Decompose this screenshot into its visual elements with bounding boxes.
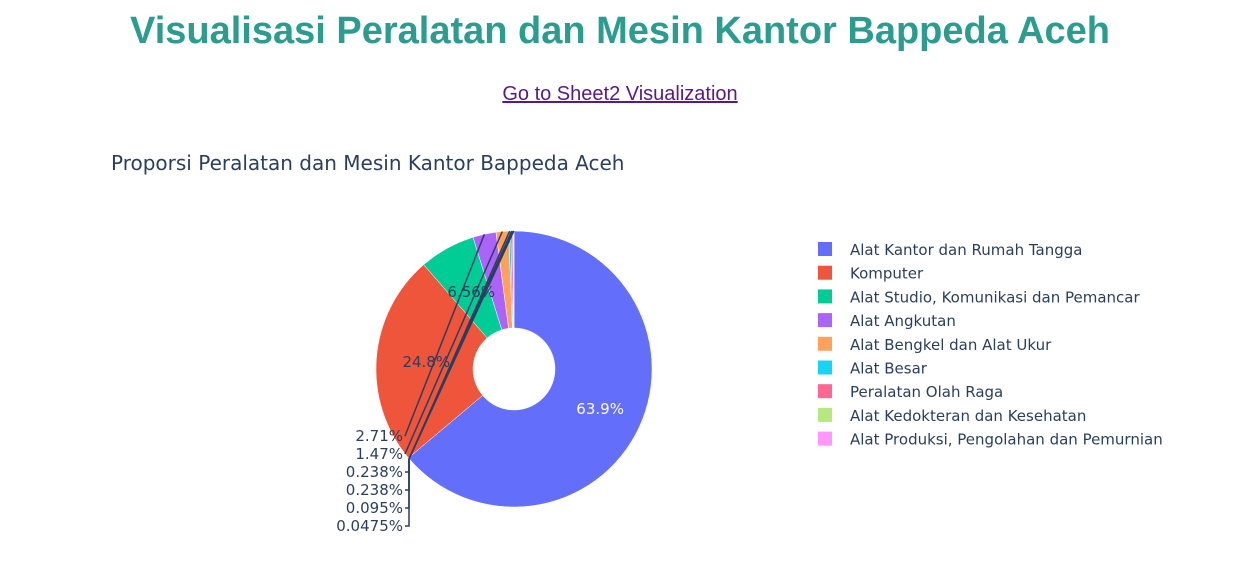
chart-title: Proporsi Peralatan dan Mesin Kantor Bapp… [111, 151, 625, 175]
legend-swatch[interactable] [818, 407, 832, 422]
slice-percent-label: 63.9% [576, 400, 624, 418]
sheet2-link[interactable]: Go to Sheet2 Visualization [502, 83, 738, 105]
legend-label[interactable]: Alat Kedokteran dan Kesehatan [850, 407, 1086, 425]
legend-label[interactable]: Alat Bengkel dan Alat Ukur [850, 336, 1052, 354]
slice-percent-label: 0.238% [346, 481, 403, 499]
label-leader-line [404, 231, 503, 455]
legend-swatch[interactable] [818, 384, 832, 399]
slice-percent-label: 1.47% [355, 445, 403, 463]
pie-slice[interactable] [375, 264, 488, 459]
label-leader-line [405, 230, 515, 527]
slice-percent-label: 0.0475% [336, 517, 403, 535]
legend-swatch[interactable] [818, 242, 832, 256]
sheet2-link-container: Go to Sheet2 Visualization [0, 83, 1240, 106]
page-title: Visualisasi Peralatan dan Mesin Kantor B… [130, 10, 1110, 52]
slice-percent-label: 24.8% [402, 353, 450, 371]
legend-label[interactable]: Alat Produksi, Pengolahan dan Pemurnian [850, 431, 1163, 449]
slice-percent-label: 0.238% [346, 463, 403, 481]
slice-percent-label: 0.095% [346, 499, 403, 517]
legend-swatch[interactable] [818, 360, 832, 375]
legend-label[interactable]: Komputer [850, 265, 924, 283]
legend-swatch[interactable] [818, 336, 832, 351]
pie-slice[interactable] [408, 230, 653, 508]
legend-label[interactable]: Alat Kantor dan Rumah Tangga [850, 241, 1082, 259]
legend-label[interactable]: Peralatan Olah Raga [850, 383, 1003, 401]
label-leader-line [404, 233, 486, 437]
legend-label[interactable]: Alat Studio, Komunikasi dan Pemancar [850, 288, 1140, 306]
legend-swatch[interactable] [818, 431, 832, 446]
legend-swatch[interactable] [818, 289, 832, 304]
legend-swatch[interactable] [818, 265, 832, 280]
slice-percent-label: 2.71% [355, 427, 403, 445]
legend-label[interactable]: Alat Besar [850, 360, 928, 378]
legend-label[interactable]: Alat Angkutan [850, 312, 956, 330]
legend-swatch[interactable] [818, 313, 832, 328]
